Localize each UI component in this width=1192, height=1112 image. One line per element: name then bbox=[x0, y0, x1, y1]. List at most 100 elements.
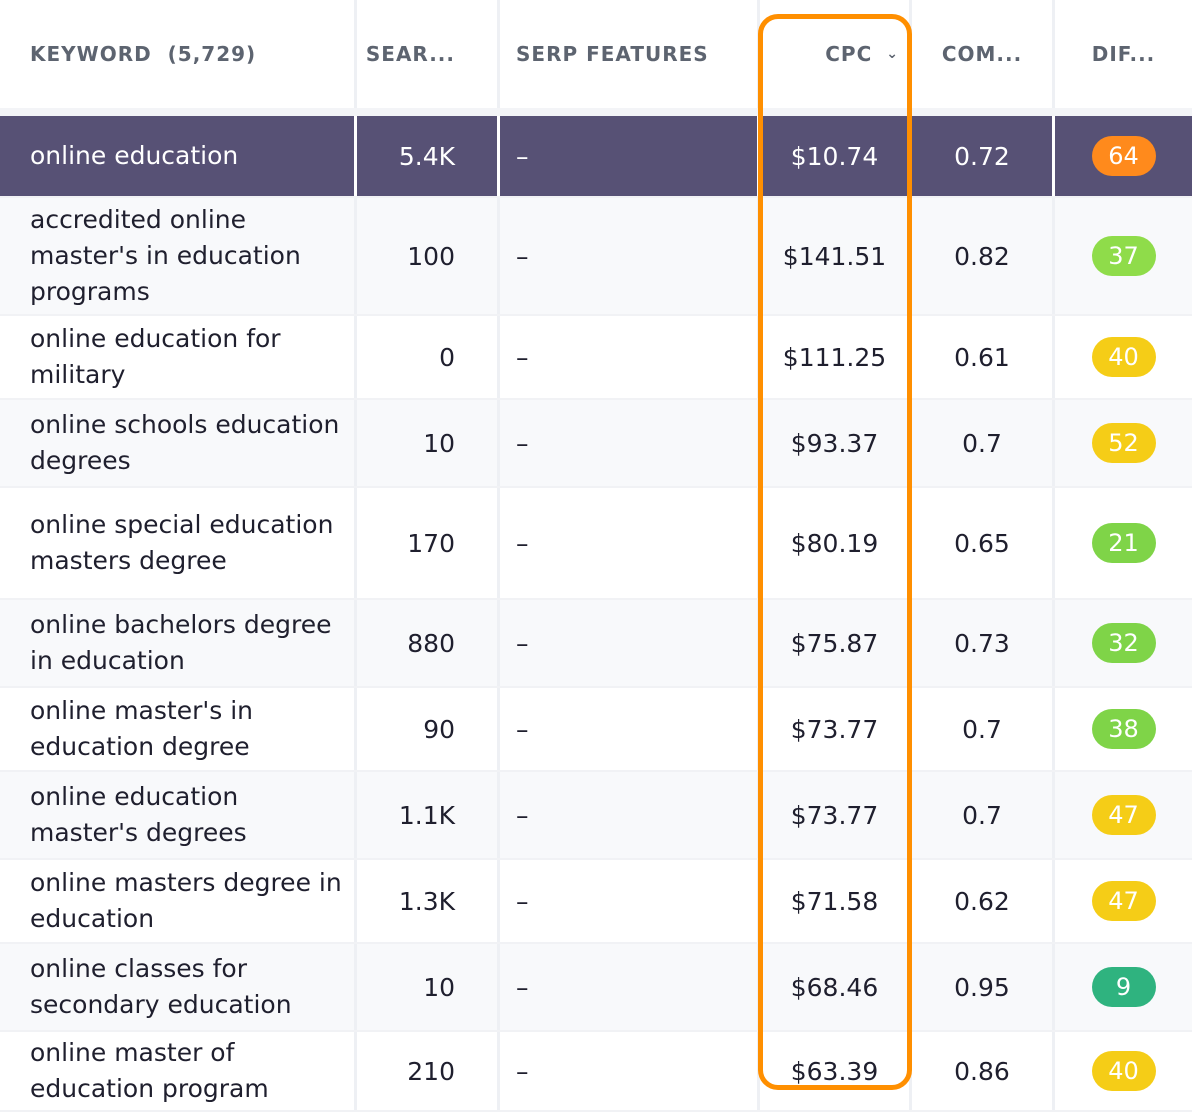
keyword-cell[interactable]: online masters degree in education bbox=[0, 860, 357, 942]
search-volume-cell: 5.4K bbox=[357, 116, 500, 196]
difficulty-cell: 40 bbox=[1055, 316, 1192, 398]
table-row[interactable]: accredited online master's in education … bbox=[0, 198, 1192, 316]
serp-features-cell-text: – bbox=[516, 886, 529, 916]
keyword-cell[interactable]: online master's in education degree bbox=[0, 688, 357, 770]
competition-cell-text: 0.7 bbox=[962, 800, 1002, 830]
search-volume-cell-text: 170 bbox=[407, 528, 455, 558]
serp-features-cell: – bbox=[500, 772, 760, 858]
keyword-header-label: KEYWORD (5,729) bbox=[30, 42, 257, 66]
cpc-cell: $73.77 bbox=[760, 688, 912, 770]
serp-features-cell-text: – bbox=[516, 428, 529, 458]
difficulty-badge: 32 bbox=[1091, 623, 1156, 663]
column-header-competition[interactable]: COM... bbox=[912, 0, 1055, 108]
serp-features-cell: – bbox=[500, 316, 760, 398]
cpc-cell-text: $10.74 bbox=[790, 141, 879, 171]
competition-cell: 0.95 bbox=[912, 944, 1055, 1030]
difficulty-badge: 64 bbox=[1091, 136, 1156, 176]
table-row[interactable]: online education 5.4K – $10.74 0.72 64 bbox=[0, 116, 1192, 198]
cpc-cell-text: $73.77 bbox=[790, 800, 879, 830]
serp-features-cell-text: – bbox=[516, 342, 529, 372]
keyword-cell[interactable]: online bachelors degree in education bbox=[0, 600, 357, 686]
keyword-cell[interactable]: accredited online master's in education … bbox=[0, 198, 357, 314]
keyword-cell-text: online education bbox=[30, 141, 239, 170]
column-header-difficulty[interactable]: DIF... bbox=[1055, 0, 1192, 108]
search-volume-cell-text: 880 bbox=[407, 628, 455, 658]
competition-cell: 0.73 bbox=[912, 600, 1055, 686]
column-header-search-volume[interactable]: SEAR... bbox=[357, 0, 500, 108]
difficulty-badge: 38 bbox=[1091, 709, 1156, 749]
cpc-cell: $71.58 bbox=[760, 860, 912, 942]
cpc-cell-text: $63.39 bbox=[790, 1056, 879, 1086]
cpc-cell-text: $111.25 bbox=[782, 342, 887, 372]
keyword-cell[interactable]: online classes for secondary education bbox=[0, 944, 357, 1030]
difficulty-cell: 9 bbox=[1055, 944, 1192, 1030]
column-header-cpc[interactable]: CPC ⌄ bbox=[760, 0, 912, 108]
cpc-cell: $93.37 bbox=[760, 400, 912, 486]
search-volume-cell-text: 210 bbox=[407, 1056, 455, 1086]
table-header: KEYWORD (5,729) SEAR... SERP FEATURES CP… bbox=[0, 0, 1192, 116]
serp-features-cell: – bbox=[500, 400, 760, 486]
column-header-keyword[interactable]: KEYWORD (5,729) bbox=[0, 0, 357, 108]
competition-cell-text: 0.7 bbox=[962, 428, 1002, 458]
table-row[interactable]: online education master's degrees 1.1K – $7… bbox=[0, 772, 1192, 860]
serp-features-cell-text: – bbox=[516, 800, 529, 830]
keyword-cell-text: online masters degree in education bbox=[30, 868, 342, 933]
table-row[interactable]: online education for military 0 – $111.25 0.… bbox=[0, 316, 1192, 400]
table-row[interactable]: online bachelors degree in education 880 –… bbox=[0, 600, 1192, 688]
cpc-cell: $141.51 bbox=[760, 198, 912, 314]
difficulty-cell: 38 bbox=[1055, 688, 1192, 770]
competition-cell: 0.72 bbox=[912, 116, 1055, 196]
serp-features-cell: – bbox=[500, 860, 760, 942]
serp-features-cell: – bbox=[500, 1032, 760, 1110]
keyword-cell[interactable]: online education bbox=[0, 116, 357, 196]
competition-cell-text: 0.62 bbox=[954, 886, 1010, 916]
difficulty-badge: 37 bbox=[1091, 236, 1156, 276]
keyword-cell[interactable]: online education for military bbox=[0, 316, 357, 398]
serp-features-cell: – bbox=[500, 198, 760, 314]
table-row[interactable]: online master of education program 210 – $6… bbox=[0, 1032, 1192, 1112]
search-volume-cell: 90 bbox=[357, 688, 500, 770]
table-row[interactable]: online classes for secondary education 10… bbox=[0, 944, 1192, 1032]
keyword-cell-text: online bachelors degree in education bbox=[30, 610, 332, 675]
column-header-serp-features[interactable]: SERP FEATURES bbox=[500, 0, 760, 108]
keyword-cell[interactable]: online education master's degrees bbox=[0, 772, 357, 858]
keyword-cell[interactable]: online schools education degrees bbox=[0, 400, 357, 486]
keyword-cell-text: online special education masters degree bbox=[30, 510, 334, 575]
cpc-cell: $75.87 bbox=[760, 600, 912, 686]
competition-cell: 0.62 bbox=[912, 860, 1055, 942]
difficulty-badge: 21 bbox=[1091, 523, 1156, 563]
search-volume-cell-text: 5.4K bbox=[398, 141, 455, 171]
difficulty-cell: 52 bbox=[1055, 400, 1192, 486]
competition-cell: 0.82 bbox=[912, 198, 1055, 314]
keyword-cell-text: online education master's degrees bbox=[30, 782, 247, 847]
table-row[interactable]: online schools education degrees 10 – $93.3… bbox=[0, 400, 1192, 488]
keyword-cell[interactable]: online special education masters degree bbox=[0, 488, 357, 598]
difficulty-header-label: DIF... bbox=[1091, 42, 1156, 66]
table-row[interactable]: online masters degree in education 1.3K – $… bbox=[0, 860, 1192, 944]
table-row[interactable]: online special education masters degree 1… bbox=[0, 488, 1192, 600]
competition-cell-text: 0.73 bbox=[954, 628, 1010, 658]
search-volume-cell-text: 10 bbox=[423, 428, 455, 458]
cpc-cell: $111.25 bbox=[760, 316, 912, 398]
keyword-cell[interactable]: online master of education program bbox=[0, 1032, 357, 1110]
difficulty-cell: 64 bbox=[1055, 116, 1192, 196]
cpc-cell-text: $80.19 bbox=[790, 528, 879, 558]
difficulty-badge: 47 bbox=[1091, 795, 1156, 835]
search-volume-cell: 10 bbox=[357, 944, 500, 1030]
cpc-cell-text: $141.51 bbox=[782, 241, 887, 271]
search-volume-cell-text: 1.3K bbox=[398, 886, 455, 916]
chevron-down-icon[interactable]: ⌄ bbox=[886, 46, 899, 62]
competition-cell: 0.61 bbox=[912, 316, 1055, 398]
cpc-cell: $73.77 bbox=[760, 772, 912, 858]
search-header-label: SEAR... bbox=[365, 42, 455, 66]
difficulty-cell: 47 bbox=[1055, 860, 1192, 942]
cpc-cell-text: $73.77 bbox=[790, 714, 879, 744]
serp-header-label: SERP FEATURES bbox=[516, 42, 709, 66]
search-volume-cell-text: 90 bbox=[423, 714, 455, 744]
competition-cell-text: 0.82 bbox=[954, 241, 1010, 271]
keyword-cell-text: online master of education program bbox=[30, 1038, 269, 1103]
serp-features-cell: – bbox=[500, 688, 760, 770]
serp-features-cell-text: – bbox=[516, 972, 529, 1002]
table-row[interactable]: online master's in education degree 90 – $7… bbox=[0, 688, 1192, 772]
search-volume-cell: 100 bbox=[357, 198, 500, 314]
